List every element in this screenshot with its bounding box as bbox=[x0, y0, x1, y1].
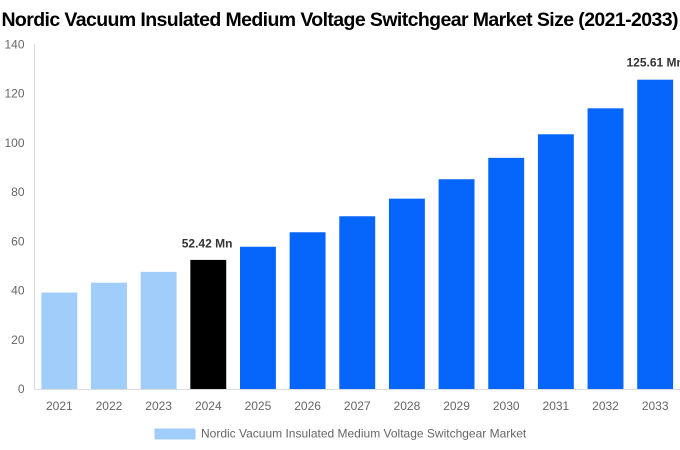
svg-text:0: 0 bbox=[18, 382, 25, 396]
svg-text:52.42 Mn: 52.42 Mn bbox=[182, 236, 233, 250]
svg-text:125.61 Mn: 125.61 Mn bbox=[626, 55, 680, 69]
svg-text:2025: 2025 bbox=[245, 399, 272, 413]
svg-text:2022: 2022 bbox=[96, 399, 123, 413]
svg-text:Nordic Vacuum Insulated Medium: Nordic Vacuum Insulated Medium Voltage S… bbox=[201, 426, 527, 440]
svg-text:2032: 2032 bbox=[592, 399, 619, 413]
svg-text:120: 120 bbox=[4, 87, 24, 101]
svg-text:2026: 2026 bbox=[294, 399, 321, 413]
svg-text:2029: 2029 bbox=[443, 399, 470, 413]
svg-text:2023: 2023 bbox=[145, 399, 172, 413]
svg-text:40: 40 bbox=[11, 284, 25, 298]
svg-text:2021: 2021 bbox=[46, 399, 73, 413]
svg-text:80: 80 bbox=[11, 185, 25, 199]
svg-text:2033: 2033 bbox=[642, 399, 669, 413]
svg-text:Nordic Vacuum Insulated Medium: Nordic Vacuum Insulated Medium Voltage S… bbox=[1, 9, 678, 31]
svg-text:60: 60 bbox=[11, 234, 25, 248]
svg-text:2028: 2028 bbox=[394, 399, 421, 413]
svg-text:2031: 2031 bbox=[543, 399, 570, 413]
svg-text:2027: 2027 bbox=[344, 399, 371, 413]
svg-text:2030: 2030 bbox=[493, 399, 520, 413]
svg-text:20: 20 bbox=[11, 333, 25, 347]
svg-text:140: 140 bbox=[4, 37, 24, 51]
svg-text:2024: 2024 bbox=[195, 399, 222, 413]
svg-text:100: 100 bbox=[4, 136, 24, 150]
